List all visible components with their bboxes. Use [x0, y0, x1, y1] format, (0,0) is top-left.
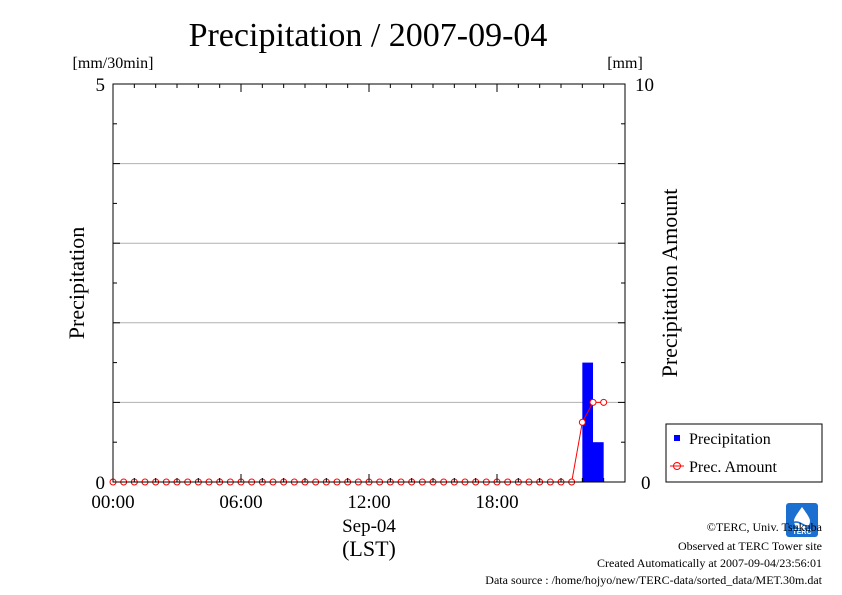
x-tick-label: 06:00 — [219, 492, 262, 513]
right-axis-unit: [mm] — [607, 55, 643, 72]
x-axis-tz-label: (LST) — [342, 536, 396, 561]
water-drop-icon — [794, 507, 810, 529]
gridlines — [113, 163, 625, 403]
x-tick-label: 12:00 — [347, 492, 390, 513]
legend-label-precipitation: Precipitation — [689, 431, 771, 448]
logo-text: TERC — [792, 529, 811, 536]
precipitation-bar — [582, 362, 593, 482]
legend-box — [665, 423, 823, 483]
legend-swatch-marker — [673, 462, 681, 470]
right-axis-title: Precipitation Amount — [657, 189, 682, 378]
prec-amount-point — [578, 418, 586, 426]
plot-frame — [112, 83, 626, 483]
credit-created: Created Automatically at 2007-09-04/23:5… — [597, 556, 822, 570]
precipitation-bar — [593, 442, 604, 482]
chart-title: Precipitation / 2007-09-04 — [189, 17, 548, 54]
x-tick-label: 18:00 — [475, 492, 518, 513]
left-axis-title: Precipitation — [64, 227, 89, 339]
precipitation-bars — [582, 362, 604, 482]
prec-amount-point — [589, 398, 597, 406]
left-tick-label-5: 5 — [96, 75, 106, 96]
x-axis-date-label: Sep-04 — [342, 516, 396, 537]
credit-observed: Observed at TERC Tower site — [678, 539, 822, 553]
prec-amount-line — [109, 398, 608, 486]
left-tick-label-0: 0 — [96, 473, 106, 494]
left-axis-unit: [mm/30min] — [73, 55, 154, 72]
terc-logo: TERC — [786, 503, 818, 537]
legend-swatch-precipitation — [674, 435, 680, 441]
credit-copyright: ©TERC, Univ. Tsukuba — [707, 520, 823, 534]
credit-source: Data source : /home/hojyo/new/TERC-data/… — [485, 573, 822, 587]
right-tick-label-10: 10 — [635, 75, 654, 96]
axis-ticks — [112, 83, 626, 483]
prec-amount-polyline — [113, 401, 604, 483]
prec-amount-point — [600, 398, 608, 406]
x-tick-label: 00:00 — [91, 492, 134, 513]
legend: Precipitation Prec. Amount — [665, 423, 823, 483]
right-tick-label-0: 0 — [641, 473, 651, 494]
legend-label-prec-amount: Prec. Amount — [689, 459, 778, 476]
